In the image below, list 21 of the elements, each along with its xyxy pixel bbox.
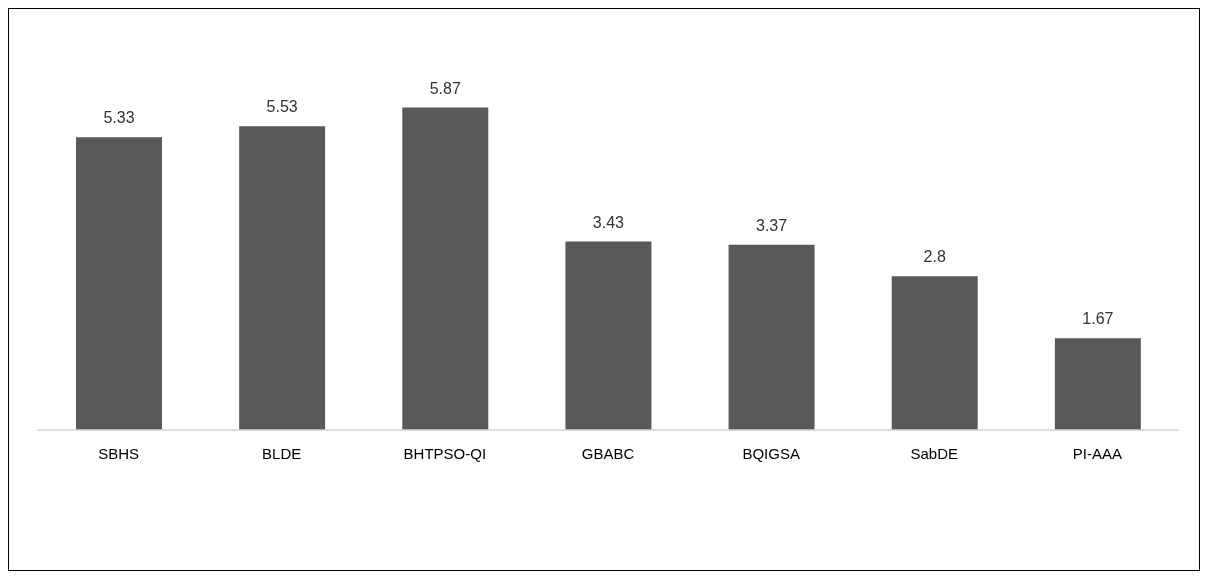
x-tick-label: BHTPSO-QI [403,444,487,462]
bar [239,126,326,430]
bar [565,241,652,430]
data-label: 3.43 [592,213,625,231]
x-tick-label: SBHS [98,444,139,462]
data-label: 1.67 [1082,310,1114,328]
x-tick-label: SabDE [910,444,959,462]
bar [728,244,815,430]
data-label: 5.53 [266,98,298,116]
bar [891,276,978,430]
data-label: 5.33 [103,109,135,127]
bar [1054,338,1141,430]
data-label: 5.87 [429,79,461,97]
x-tick-label: BQIGSA [742,444,800,462]
x-tick-label: GBABC [581,444,635,462]
x-tick-label: PI-AAA [1072,444,1123,462]
x-tick-label: BLDE [262,444,302,462]
data-label: 3.37 [756,216,788,234]
data-label: 2.8 [923,248,946,266]
bar [402,107,489,430]
bar [76,137,162,430]
